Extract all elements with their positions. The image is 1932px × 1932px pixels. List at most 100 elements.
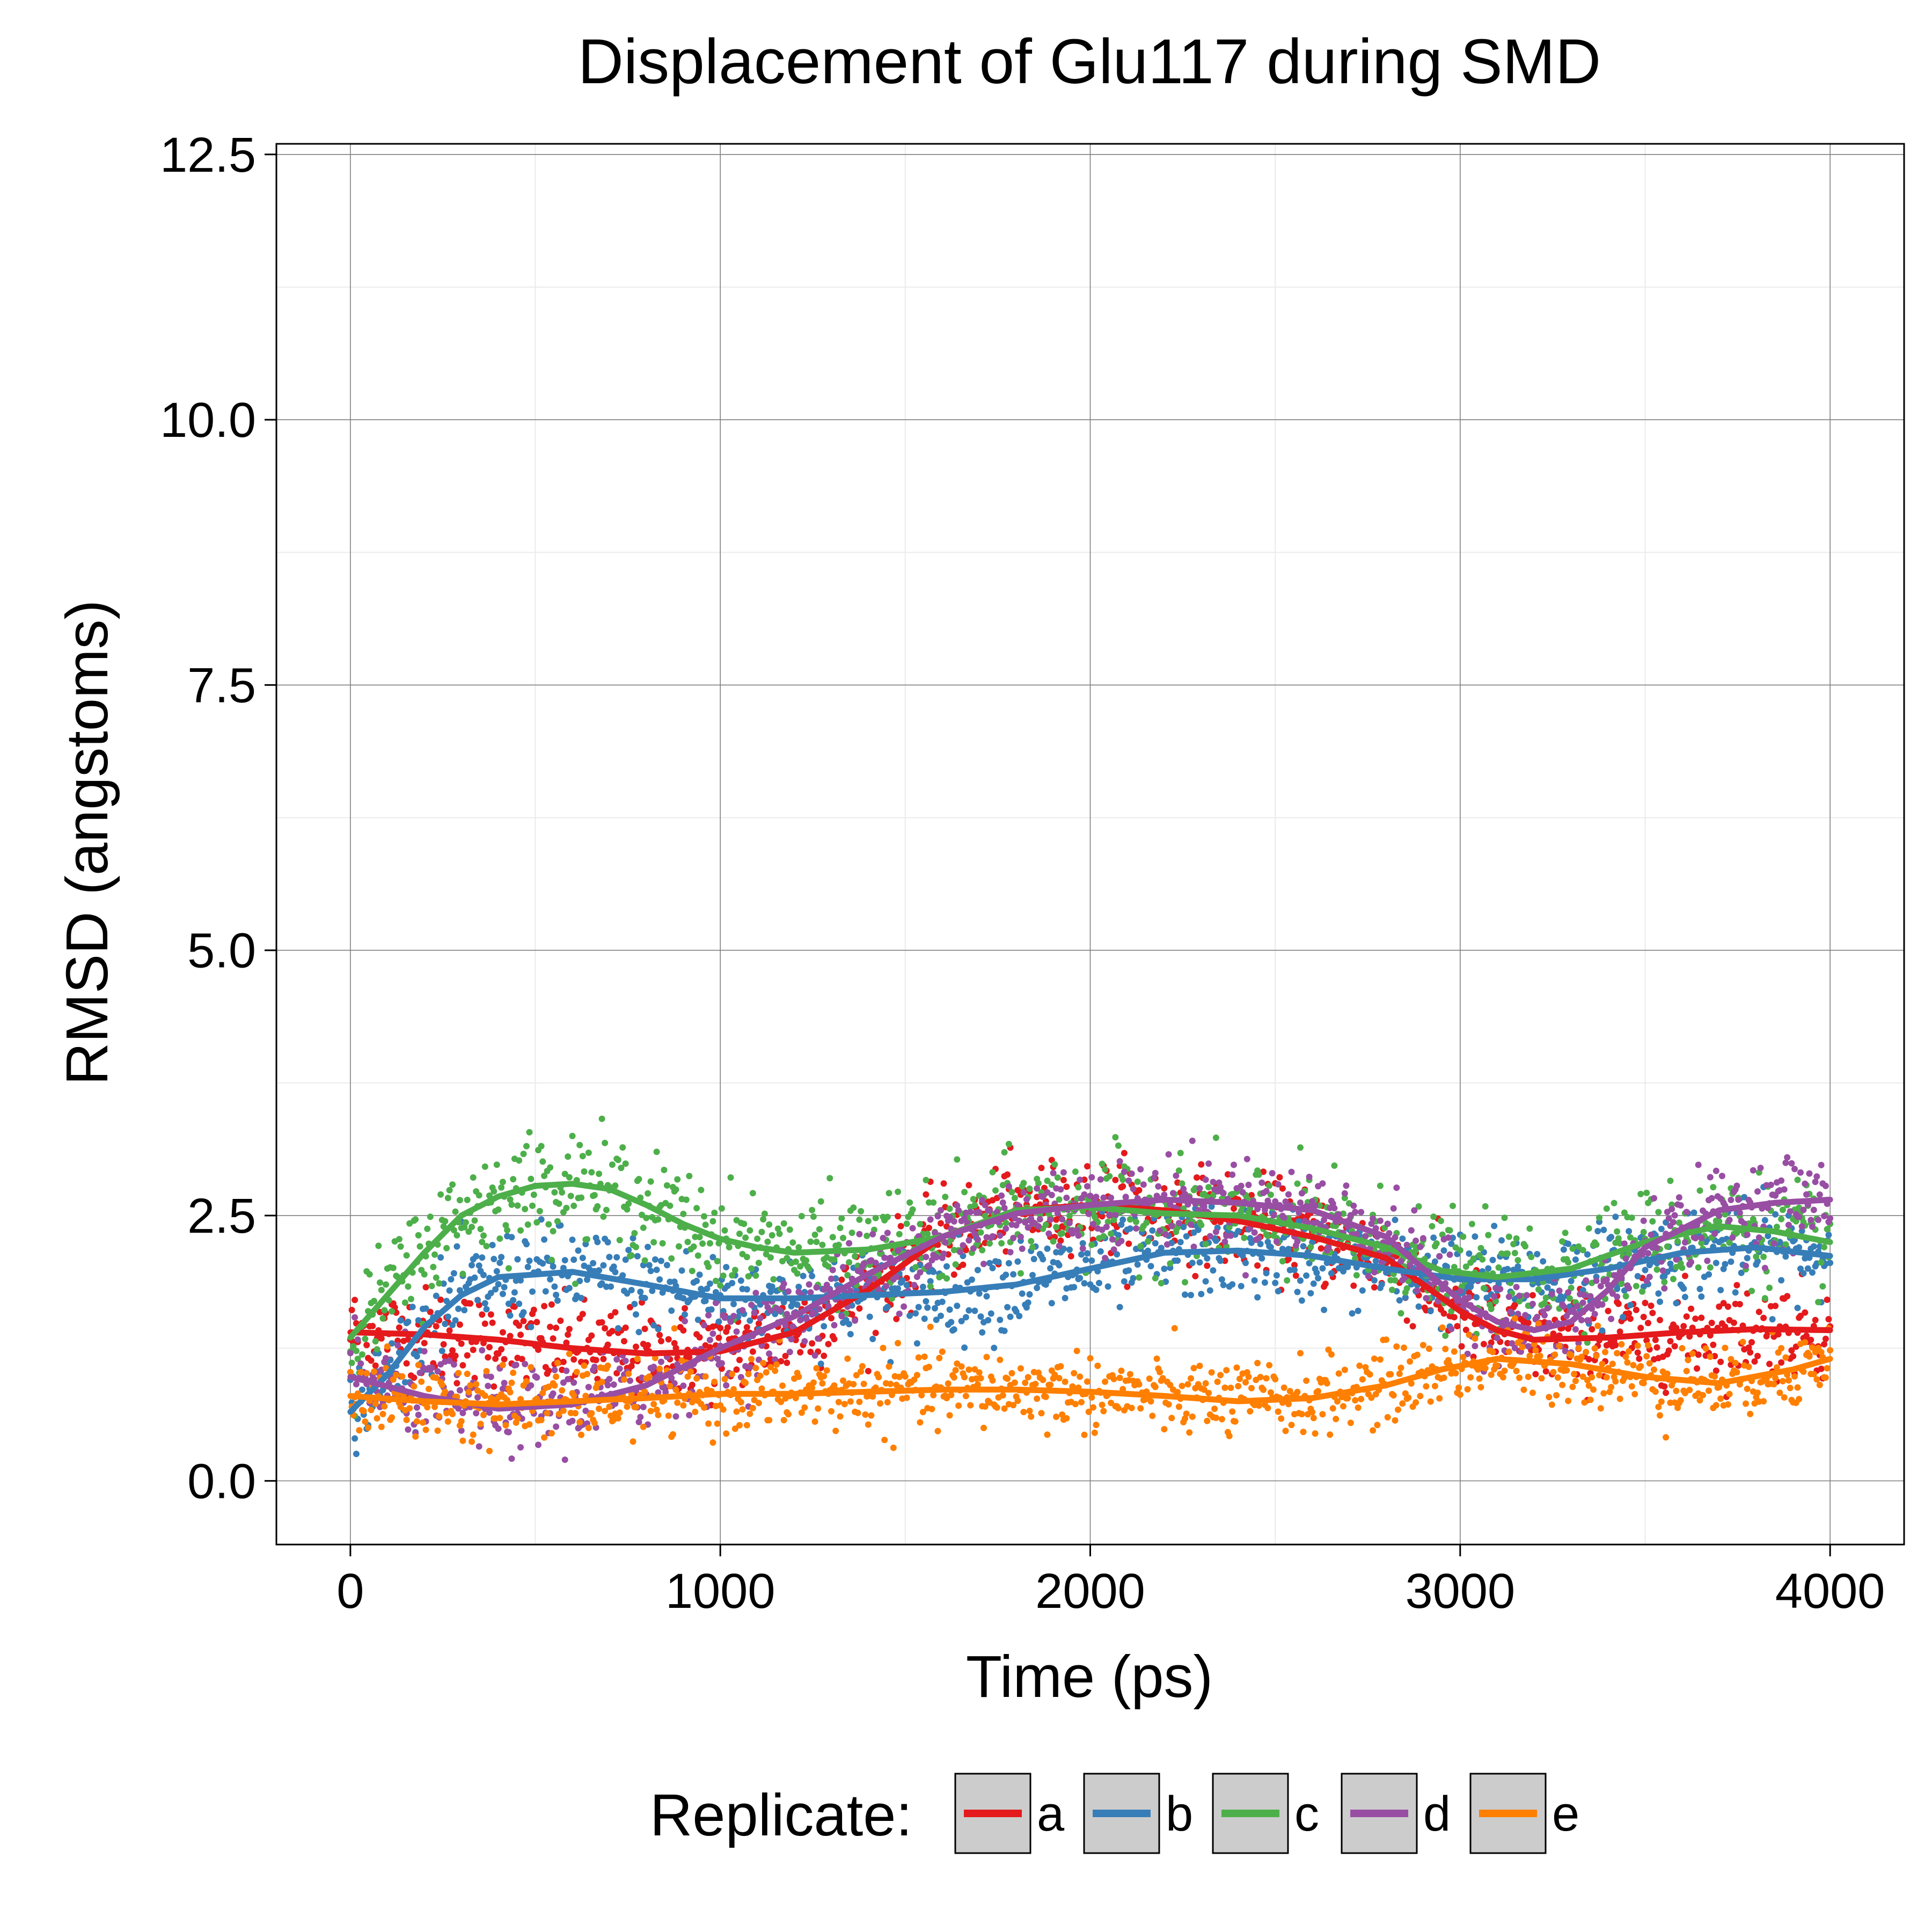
data-point	[1257, 1374, 1264, 1380]
data-point	[606, 1254, 613, 1261]
data-point	[520, 1151, 527, 1158]
data-point	[442, 1320, 449, 1327]
data-point	[1276, 1174, 1283, 1181]
data-point	[1599, 1327, 1606, 1334]
data-point	[831, 1336, 838, 1343]
data-point	[358, 1386, 365, 1393]
data-point	[539, 1260, 546, 1267]
data-point	[1242, 1260, 1249, 1267]
data-point	[766, 1350, 773, 1357]
data-point	[1116, 1158, 1123, 1165]
data-point	[360, 1408, 367, 1415]
data-point	[1476, 1375, 1483, 1382]
data-point	[933, 1254, 940, 1261]
data-point	[1652, 1336, 1659, 1343]
data-point	[1472, 1343, 1479, 1350]
data-point	[1081, 1191, 1088, 1198]
data-point	[1204, 1262, 1211, 1269]
data-point	[584, 1276, 590, 1283]
data-point	[828, 1275, 835, 1282]
data-point	[1615, 1300, 1622, 1307]
data-point	[946, 1412, 953, 1419]
data-point	[672, 1186, 679, 1193]
data-point	[551, 1382, 558, 1389]
data-point	[838, 1215, 845, 1222]
data-point	[967, 1209, 974, 1216]
data-point	[789, 1323, 796, 1330]
data-point	[1124, 1283, 1131, 1290]
data-point	[1585, 1317, 1592, 1324]
data-point	[1450, 1203, 1456, 1209]
data-point	[541, 1236, 548, 1243]
data-point	[1384, 1414, 1391, 1421]
data-point	[1100, 1194, 1107, 1201]
data-point	[860, 1380, 867, 1387]
data-point	[1784, 1293, 1791, 1300]
data-point	[1044, 1177, 1051, 1184]
data-point	[665, 1413, 672, 1419]
data-point	[1572, 1378, 1579, 1385]
data-point	[1423, 1295, 1430, 1301]
data-point	[733, 1328, 740, 1335]
data-point	[1488, 1371, 1495, 1378]
data-point	[465, 1388, 472, 1395]
data-point	[1698, 1240, 1705, 1246]
data-point	[1452, 1370, 1459, 1377]
data-point	[1011, 1195, 1018, 1202]
data-point	[502, 1422, 509, 1429]
data-point	[1522, 1243, 1529, 1250]
data-point	[625, 1247, 632, 1254]
data-point	[640, 1224, 647, 1231]
data-point	[473, 1253, 480, 1260]
data-point	[1505, 1233, 1512, 1240]
data-point	[1161, 1185, 1168, 1192]
data-point	[1722, 1261, 1729, 1268]
data-point	[706, 1240, 713, 1247]
data-point	[1310, 1280, 1317, 1287]
data-point	[394, 1342, 401, 1349]
data-point	[1609, 1360, 1616, 1367]
data-point	[1001, 1405, 1008, 1412]
data-point	[1028, 1413, 1035, 1420]
data-point	[1726, 1217, 1733, 1224]
data-point	[1494, 1362, 1501, 1369]
data-point	[764, 1238, 771, 1245]
data-point	[1177, 1150, 1184, 1157]
data-point	[831, 1322, 838, 1329]
data-point	[1050, 1169, 1057, 1176]
data-point	[1565, 1397, 1572, 1404]
data-point	[1365, 1273, 1372, 1280]
data-point	[575, 1247, 582, 1254]
data-point	[415, 1411, 422, 1418]
data-point	[526, 1129, 533, 1136]
data-point	[1677, 1397, 1684, 1404]
data-point	[946, 1205, 953, 1212]
data-point	[1099, 1160, 1106, 1167]
data-point	[872, 1214, 879, 1221]
data-point	[1002, 1225, 1009, 1232]
data-point	[798, 1409, 805, 1416]
data-point	[838, 1313, 845, 1320]
data-point	[631, 1300, 638, 1307]
data-point	[1116, 1304, 1123, 1311]
data-point	[1507, 1308, 1514, 1315]
data-point	[459, 1409, 466, 1416]
data-point	[828, 1408, 835, 1415]
data-point	[436, 1280, 443, 1287]
data-point	[1525, 1373, 1532, 1380]
data-point	[533, 1219, 540, 1226]
data-point	[1603, 1276, 1610, 1283]
data-point	[1121, 1150, 1128, 1157]
data-point	[1075, 1232, 1082, 1239]
data-point	[782, 1352, 789, 1359]
data-point	[1084, 1163, 1091, 1170]
data-point	[1359, 1287, 1366, 1294]
data-point	[733, 1408, 740, 1415]
data-point	[1778, 1216, 1785, 1223]
data-point	[1081, 1280, 1088, 1287]
data-point	[421, 1340, 428, 1346]
data-point	[661, 1167, 668, 1173]
data-point	[550, 1335, 557, 1342]
chart-title: Displacement of Glu117 during SMD	[578, 26, 1601, 97]
data-point	[444, 1418, 451, 1425]
